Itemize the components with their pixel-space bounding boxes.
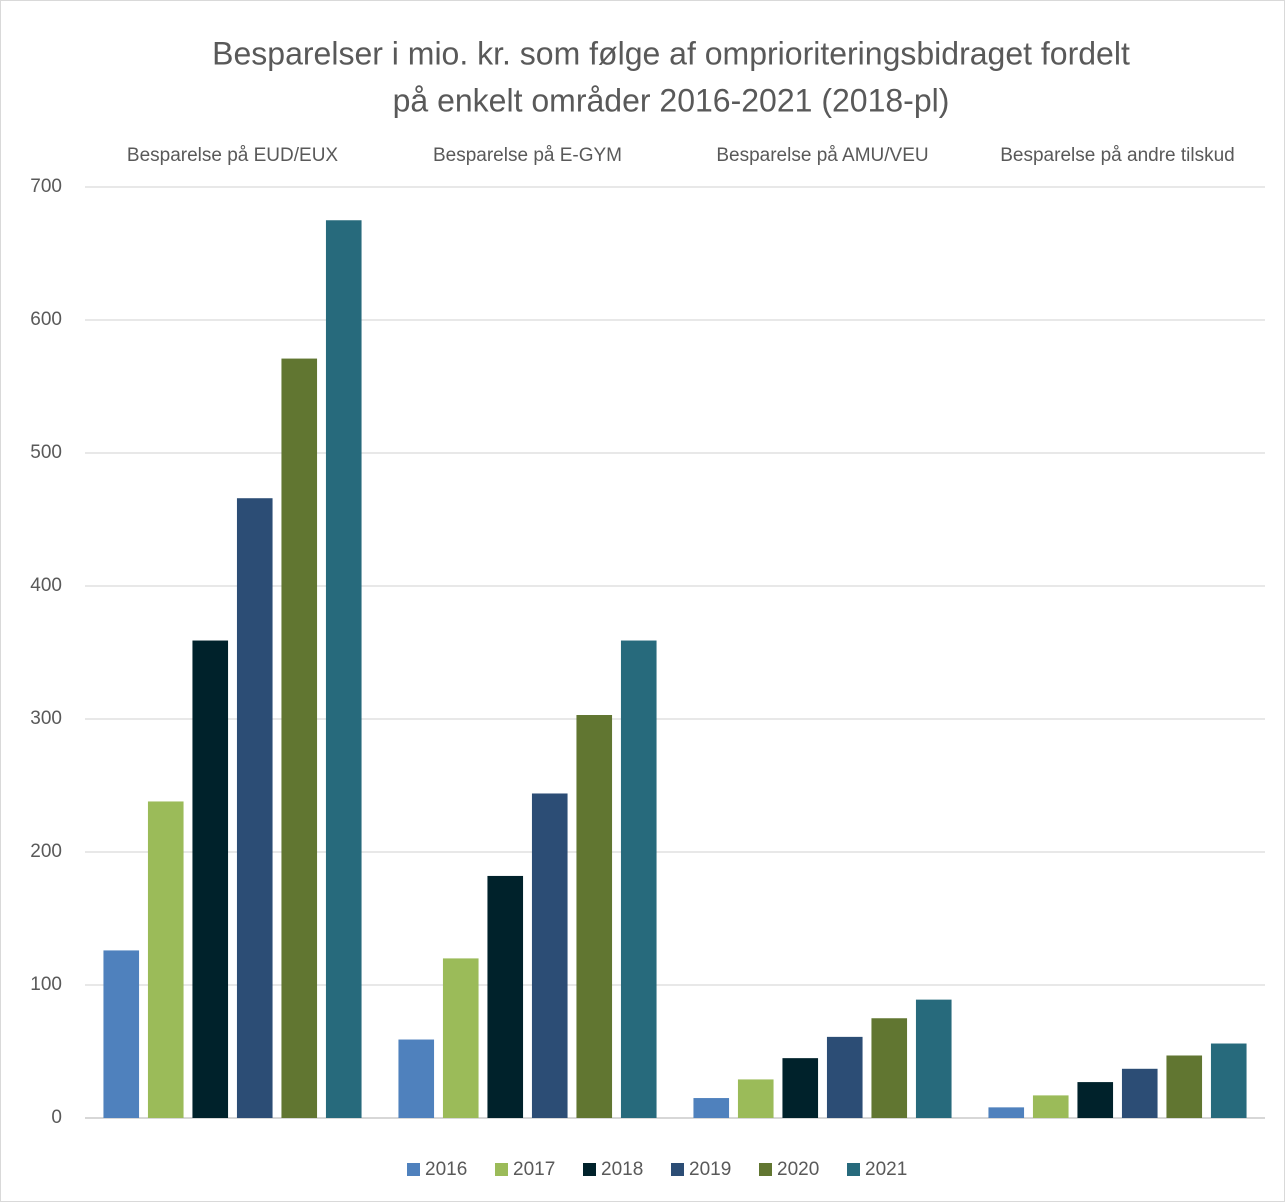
bar <box>398 1039 435 1118</box>
bar <box>871 1018 908 1118</box>
legend-swatch <box>847 1163 860 1176</box>
legend-label: 2020 <box>777 1159 819 1180</box>
bar <box>1077 1082 1114 1118</box>
bar <box>576 715 613 1118</box>
bar <box>693 1098 730 1118</box>
legend-label: 2021 <box>865 1159 907 1180</box>
bar <box>236 498 273 1119</box>
bar <box>442 958 479 1118</box>
legend-swatch <box>495 1163 508 1176</box>
category-label: Besparelse på E-GYM <box>433 145 622 166</box>
category-label: Besparelse på AMU/VEU <box>716 145 928 166</box>
bar <box>147 801 184 1118</box>
bar <box>192 640 229 1118</box>
bar <box>1121 1068 1158 1118</box>
bar <box>915 999 952 1118</box>
bar <box>103 950 140 1118</box>
y-tick-label: 500 <box>30 442 62 463</box>
bar <box>988 1107 1025 1118</box>
bar <box>1032 1095 1069 1118</box>
bar <box>1166 1055 1203 1118</box>
bar <box>531 793 568 1118</box>
legend-swatch <box>759 1163 772 1176</box>
y-tick-label: 200 <box>30 841 62 862</box>
bar <box>1210 1043 1247 1118</box>
y-tick-label: 300 <box>30 708 62 729</box>
y-tick-label: 400 <box>30 575 62 596</box>
y-tick-label: 100 <box>30 974 62 995</box>
legend-label: 2019 <box>689 1159 731 1180</box>
bar <box>487 875 524 1118</box>
bar <box>325 220 362 1118</box>
legend-swatch <box>671 1163 684 1176</box>
legend-swatch <box>407 1163 420 1176</box>
category-label: Besparelse på andre tilskud <box>1000 145 1234 166</box>
legend-label: 2016 <box>425 1159 467 1180</box>
y-tick-label: 600 <box>30 309 62 330</box>
chart-title: på enkelt områder 2016-2021 (2018-pl) <box>393 82 950 118</box>
category-label: Besparelse på EUD/EUX <box>127 145 339 166</box>
legend-label: 2018 <box>601 1159 643 1180</box>
legend-swatch <box>583 1163 596 1176</box>
legend-label: 2017 <box>513 1159 555 1180</box>
y-tick-label: 0 <box>51 1107 62 1128</box>
bar <box>737 1079 774 1118</box>
bar <box>281 358 318 1118</box>
bar <box>620 640 657 1118</box>
y-tick-label: 700 <box>30 176 62 197</box>
chart-title: Besparelser i mio. kr. som følge af ompr… <box>212 35 1130 71</box>
bar <box>826 1036 863 1118</box>
bar <box>782 1058 819 1118</box>
